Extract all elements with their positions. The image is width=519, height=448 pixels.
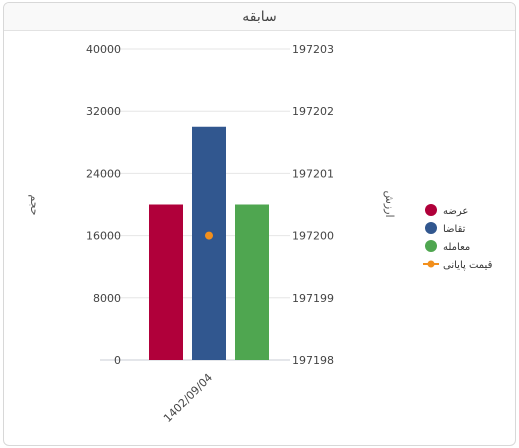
legend-item-3[interactable]: معامله (425, 240, 470, 253)
y-left-tick-label: 40000 (86, 43, 121, 56)
y-left-tick-label: 24000 (86, 167, 121, 180)
legend-point-marker (427, 260, 435, 268)
legend-label: عرضه (443, 206, 468, 217)
legend-label: تقاضا (443, 224, 466, 235)
y-right-tick-label: 197202 (292, 105, 334, 118)
legend-item-4[interactable]: قیمت پایانی (423, 260, 493, 271)
y-right-tick-label: 197199 (292, 292, 334, 305)
legend-label: قیمت پایانی (443, 260, 493, 271)
y-axis-left-title: حجم (28, 194, 41, 215)
legend-item-2[interactable]: تقاضا (425, 222, 466, 235)
legend-swatch (425, 240, 437, 252)
legend-swatch (425, 222, 437, 234)
closing-price-point[interactable] (205, 231, 213, 240)
bar-2[interactable] (192, 126, 226, 360)
legend-label: معامله (443, 242, 470, 253)
x-tick-label: 1402/09/04 (161, 371, 215, 425)
y-right-tick-label: 197198 (292, 354, 334, 367)
panel-header: سابقه (4, 3, 515, 31)
y-right-tick-label: 197201 (292, 167, 334, 180)
y-left-tick-label: 32000 (86, 105, 121, 118)
y-left-tick-label: 16000 (86, 230, 121, 243)
y-axis-right-title: ارزش (383, 190, 396, 217)
legend-swatch (425, 204, 437, 216)
y-right-tick-label: 197200 (292, 230, 334, 243)
bar-1[interactable] (149, 204, 183, 361)
y-left-tick-label: 0 (114, 354, 121, 367)
bar-3[interactable] (235, 204, 269, 361)
y-right-tick-label: 197203 (292, 43, 334, 56)
panel-title: سابقه (242, 8, 277, 25)
y-left-tick-label: 8000 (93, 292, 121, 305)
legend-item-1[interactable]: عرضه (425, 204, 468, 217)
